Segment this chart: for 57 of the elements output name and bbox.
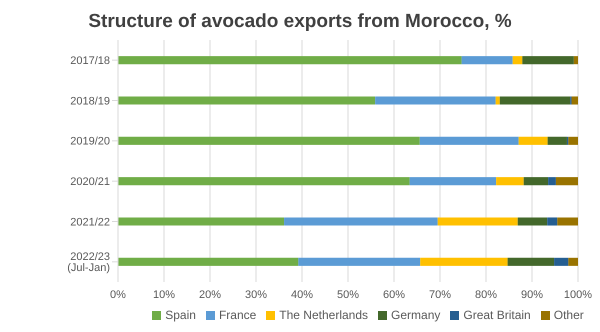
bar (522, 56, 574, 64)
x-tick-label: 60% (382, 288, 406, 301)
bar (556, 177, 578, 186)
legend-label: Great Britain (463, 308, 531, 322)
bar (508, 258, 554, 266)
bar (118, 217, 284, 226)
bar (420, 258, 508, 266)
bar (375, 96, 496, 105)
bar (518, 136, 548, 145)
y-tick-label: 2018/19 (70, 95, 110, 108)
x-tick-label: 10% (152, 288, 176, 301)
x-tick-label: 80% (474, 288, 498, 301)
bar (548, 136, 567, 145)
bar (462, 56, 513, 64)
x-tick-label: 0% (110, 288, 126, 301)
bar (410, 177, 496, 186)
bar (548, 177, 556, 186)
bar (496, 96, 500, 105)
bar (284, 217, 438, 226)
y-tick-label: 2020/21 (70, 176, 110, 188)
x-tick-label: 20% (198, 288, 222, 301)
bar (557, 217, 578, 226)
x-tick-label: 30% (244, 288, 268, 301)
bar (568, 136, 578, 145)
bar (524, 177, 548, 186)
x-tick-label: 40% (290, 288, 314, 301)
y-tick-label: 2022/23 (Jul-Jan) (67, 251, 110, 274)
bar (118, 96, 376, 105)
legend-label: Other (554, 308, 584, 322)
bar (500, 96, 570, 105)
bar (512, 56, 522, 64)
bar (568, 258, 578, 266)
x-tick-label: 70% (428, 288, 452, 301)
x-tick-label: 100% (564, 288, 592, 301)
y-tick-label: 2019/20 (70, 136, 110, 148)
bar (547, 217, 558, 226)
legend-label: The Netherlands (279, 308, 368, 322)
bar (574, 56, 578, 64)
bar (554, 258, 568, 266)
y-tick-label: 2017/18 (70, 55, 110, 68)
chart-title: Structure of avocado exports from Morocco, % (87, 10, 513, 34)
bar (118, 136, 420, 145)
bar (118, 177, 410, 186)
bar (518, 217, 548, 226)
bar (118, 258, 298, 266)
legend-label: France (218, 308, 256, 322)
bar (420, 136, 519, 145)
legend-label: Germany (391, 308, 440, 322)
x-tick-label: 90% (520, 288, 544, 301)
legend-label: Spain (165, 308, 196, 322)
y-tick-label: 2021/22 (70, 216, 110, 228)
bar (438, 217, 518, 226)
bar (118, 56, 462, 64)
bar (298, 258, 420, 266)
x-tick-label: 50% (336, 288, 360, 301)
bar (496, 177, 524, 186)
bar (572, 96, 578, 105)
